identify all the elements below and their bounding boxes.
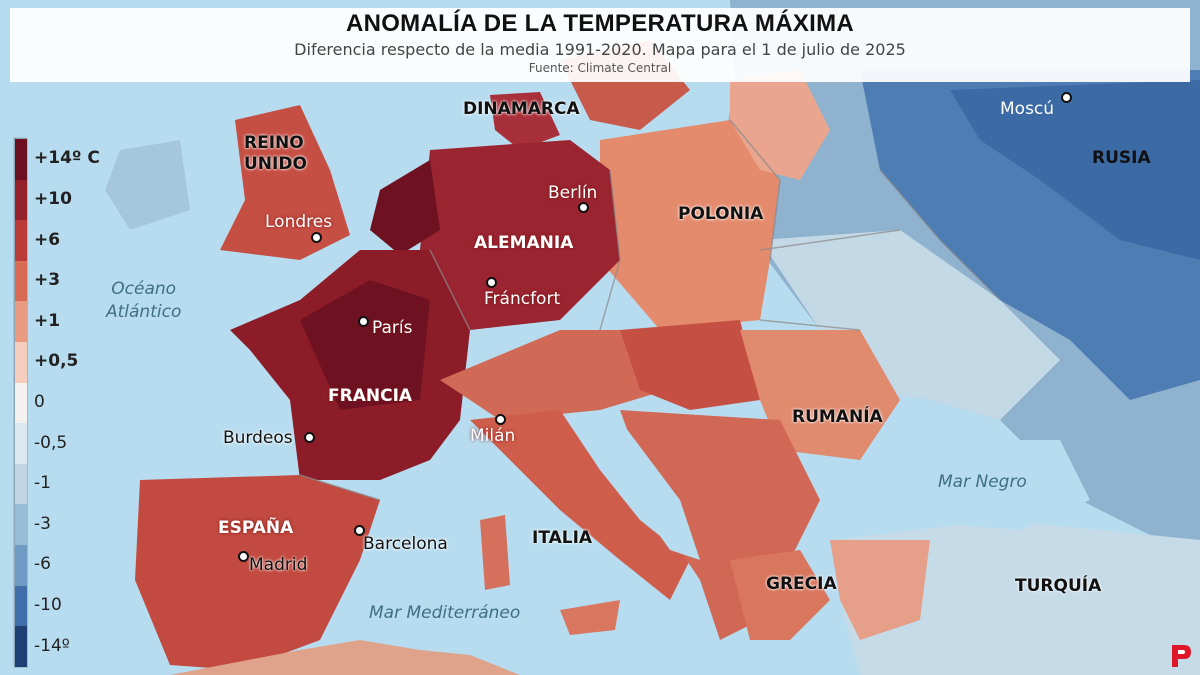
- label-rusia: RUSIA: [1092, 148, 1151, 168]
- label-milan: Milán: [470, 426, 516, 446]
- label-berlin: Berlín: [548, 183, 598, 203]
- label-italia: ITALIA: [532, 528, 593, 548]
- black-sea: [870, 440, 1090, 530]
- legend-color-bar: [14, 138, 28, 668]
- legend-label: +14º C: [34, 148, 100, 169]
- title-banner: ANOMALÍA DE LA TEMPERATURA MÁXIMA Difere…: [10, 8, 1190, 82]
- turkey-warm-west: [830, 540, 930, 640]
- sardinia-land: [480, 515, 510, 590]
- baltics-land: [730, 70, 830, 180]
- legend-label: -10: [34, 595, 62, 616]
- legend-swatch: [15, 423, 27, 464]
- map-title: ANOMALÍA DE LA TEMPERATURA MÁXIMA: [345, 10, 855, 37]
- label-alemania: ALEMANIA: [474, 233, 574, 253]
- legend-swatch: [15, 301, 27, 343]
- city-dot-berlin: [578, 202, 589, 213]
- city-dot-paris: [358, 316, 369, 327]
- legend-label: -14º: [34, 635, 70, 656]
- legend-label: +1: [34, 310, 61, 331]
- legend-swatch: [15, 179, 27, 221]
- france-core: [300, 280, 430, 410]
- map-source: Fuente: Climate Central: [528, 61, 672, 75]
- adriatic-sea: [580, 420, 700, 560]
- legend-label: +10: [34, 188, 72, 209]
- north-africa-land: [170, 640, 520, 675]
- city-dot-madrid: [238, 551, 249, 562]
- city-dot-milan: [495, 414, 506, 425]
- legend-swatch: [15, 463, 27, 505]
- ukraine-pale: [760, 230, 1060, 420]
- hungary-land: [620, 320, 760, 410]
- label-moscu: Moscú: [1000, 99, 1055, 119]
- italy-land: [470, 410, 690, 600]
- label-barcelona: Barcelona: [363, 534, 448, 554]
- germany-land: [420, 140, 620, 330]
- legend-label: -0,5: [34, 432, 68, 453]
- label-dinamarca: DINAMARCA: [463, 99, 580, 119]
- legend-label: +0,5: [34, 351, 79, 372]
- city-dot-moscu: [1061, 92, 1072, 103]
- label-paris: París: [372, 318, 413, 338]
- label-mar-mediterraneo: Mar Mediterráneo: [369, 603, 521, 623]
- label-francia: FRANCIA: [328, 386, 413, 406]
- legend-swatch: [15, 585, 27, 627]
- legend-swatch: [15, 626, 27, 667]
- label-londres: Londres: [265, 212, 333, 232]
- label-rumania: RUMANÍA: [792, 407, 883, 427]
- legend-label: +6: [34, 229, 61, 250]
- legend-swatch: [15, 220, 27, 261]
- legend-swatch: [15, 342, 27, 383]
- label-reino-unido: REINO UNIDO: [244, 133, 307, 174]
- legend-label: 0: [34, 392, 45, 412]
- label-espana: ESPAÑA: [218, 518, 294, 538]
- label-grecia: GRECIA: [766, 574, 837, 594]
- legend-swatch: [15, 545, 27, 586]
- publisher-logo-icon: [1172, 645, 1191, 667]
- greece-land: [730, 550, 830, 640]
- denmark-land: [490, 92, 560, 150]
- legend-swatch: [15, 382, 27, 424]
- legend-label: -6: [34, 554, 51, 575]
- color-legend: +14º C +10 +6 +3 +1 +0,5 0 -0,5 -1 -3 -6 -10 -14º: [14, 138, 124, 668]
- russia-deepest-anomaly: [950, 80, 1200, 260]
- label-madrid: Madrid: [249, 555, 308, 575]
- legend-swatch: [15, 139, 27, 180]
- label-polonia: POLONIA: [678, 204, 764, 224]
- legend-label: -1: [34, 473, 51, 494]
- city-dot-londres: [311, 232, 322, 243]
- iberia-land: [135, 475, 380, 670]
- uk-land: [220, 105, 350, 260]
- city-dot-barcelona: [354, 525, 365, 536]
- legend-swatch: [15, 504, 27, 546]
- legend-swatch: [15, 260, 27, 302]
- label-mar-negro: Mar Negro: [938, 472, 1027, 492]
- label-francfort: Fráncfort: [484, 289, 561, 309]
- benelux-land: [370, 160, 440, 255]
- poland-land: [600, 120, 780, 330]
- city-dot-francfort: [486, 277, 497, 288]
- label-oceano-atlantico: Océano Atlántico: [106, 279, 182, 322]
- label-burdeos: Burdeos: [223, 428, 293, 448]
- legend-label: -3: [34, 513, 51, 534]
- city-dot-burdeos: [304, 432, 315, 443]
- label-turquia: TURQUÍA: [1015, 576, 1102, 596]
- legend-label: +3: [34, 270, 61, 291]
- map-subtitle: Diferencia respecto de la media 1991-202…: [294, 40, 906, 59]
- sicily-land: [560, 600, 620, 635]
- ireland-land: [105, 140, 190, 230]
